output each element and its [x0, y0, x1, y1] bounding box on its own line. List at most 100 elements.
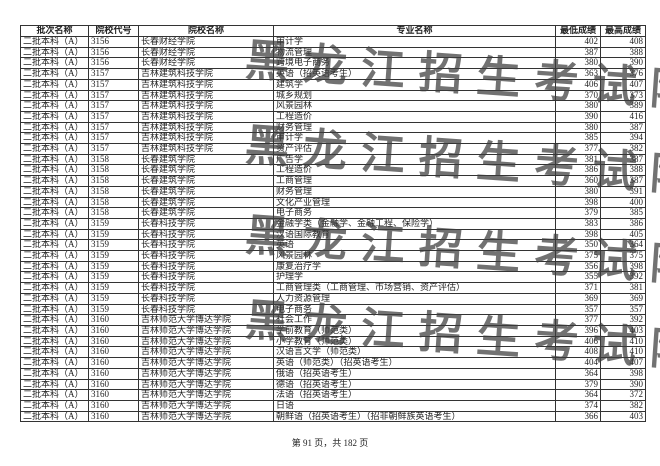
- batch-cell: 二批本科（A）: [20, 196, 89, 209]
- school-name-cell: 长春科技学院: [138, 271, 274, 284]
- table-row: 二批本科（A） 3159 长春科技学院 汉语国际教育 398 405: [20, 228, 646, 241]
- table-row: 二批本科（A） 3157 吉林建筑科技学院 财务管理 380 387: [20, 121, 646, 134]
- batch-cell: 二批本科（A）: [20, 271, 89, 284]
- min-score-cell: 380: [555, 185, 601, 198]
- major-cell: 工商管理类（工商管理、市场营销、资产评估）: [273, 282, 556, 294]
- table-row: 二批本科（A） 3159 长春科技学院 英语 350 364: [20, 239, 646, 252]
- school-code-cell: 3157: [88, 110, 139, 123]
- major-cell: 工程造价: [273, 164, 556, 177]
- min-score-cell: 398: [555, 196, 601, 209]
- min-score-cell: 357: [555, 303, 601, 316]
- school-code-cell: 3160: [88, 335, 139, 348]
- min-score-cell: 370: [555, 89, 601, 102]
- major-cell: 英语（招英语考生）: [273, 68, 556, 80]
- table-row: 二批本科（A） 3160 吉林师范大学博达学院 英语（师范类）（招英语考生） 404 40…: [20, 357, 646, 369]
- school-name-cell: 吉林师范大学博达学院: [138, 389, 274, 401]
- max-score-cell: 387: [600, 175, 646, 187]
- table-header-row: 批次名称 院校代号 院校名称 专业名称 最低成绩 最高成绩: [20, 25, 646, 37]
- table-row: 二批本科（A） 3160 吉林师范大学博达学院 社会工作 377 392: [20, 314, 646, 326]
- min-score-cell: 379: [555, 378, 601, 391]
- min-score-cell: 377: [555, 143, 601, 155]
- table-row: 二批本科（A） 3157 吉林建筑科技学院 工程造价 390 416: [20, 110, 646, 123]
- min-score-cell: 402: [555, 36, 601, 48]
- max-score-cell: 400: [600, 196, 646, 209]
- min-score-cell: 406: [555, 335, 601, 348]
- table-row: 二批本科（A） 3159 长春科技学院 电子商务 357 357: [20, 303, 646, 316]
- school-code-cell: 3156: [88, 46, 139, 59]
- batch-cell: 二批本科（A）: [20, 110, 89, 123]
- max-score-cell: 373: [600, 89, 646, 102]
- major-cell: 工商管理: [273, 175, 556, 187]
- max-score-cell: 410: [600, 335, 646, 348]
- major-cell: 电子商务: [273, 303, 556, 316]
- table-row: 二批本科（A） 3156 长春财经学院 审计学 402 408: [20, 36, 646, 48]
- max-score-cell: 386: [600, 217, 646, 230]
- min-score-cell: 380: [555, 121, 601, 134]
- school-code-cell: 3159: [88, 217, 139, 230]
- batch-cell: 二批本科（A）: [20, 36, 89, 48]
- batch-cell: 二批本科（A）: [20, 143, 89, 155]
- max-score-cell: 403: [600, 324, 646, 337]
- major-cell: 建筑学: [273, 78, 556, 91]
- min-score-cell: 360: [555, 175, 601, 187]
- school-name-cell: 吉林师范大学博达学院: [138, 378, 274, 391]
- school-code-cell: 3158: [88, 207, 139, 219]
- table-row: 二批本科（A） 3158 长春建筑学院 工程造价 386 388: [20, 164, 646, 177]
- table-row: 二批本科（A） 3158 长春建筑学院 财务管理 380 391: [20, 185, 646, 198]
- batch-cell: 二批本科（A）: [20, 410, 89, 423]
- major-cell: 物流管理: [273, 46, 556, 59]
- batch-cell: 二批本科（A）: [20, 68, 89, 80]
- max-score-cell: 391: [600, 185, 646, 198]
- min-score-cell: 350: [555, 239, 601, 252]
- school-code-cell: 3157: [88, 89, 139, 102]
- batch-cell: 二批本科（A）: [20, 207, 89, 219]
- table-row: 二批本科（A） 3160 吉林师范大学博达学院 汉语言文学（师范类） 408 410: [20, 346, 646, 359]
- school-name-cell: 长春科技学院: [138, 228, 274, 241]
- min-score-cell: 396: [555, 324, 601, 337]
- page-number: 第 91 页，共 182 页: [291, 438, 369, 448]
- school-name-cell: 长春建筑学院: [138, 164, 274, 177]
- school-name-cell: 长春财经学院: [138, 57, 274, 70]
- table-row: 二批本科（A） 3160 吉林师范大学博达学院 德语（招英语考生） 379 390: [20, 378, 646, 391]
- school-name-cell: 长春建筑学院: [138, 185, 274, 198]
- min-score-cell: 377: [555, 314, 601, 326]
- min-score-cell: 390: [555, 110, 601, 123]
- school-code-cell: 3160: [88, 324, 139, 337]
- major-cell: 英语（师范类）（招英语考生）: [273, 357, 556, 369]
- max-score-cell: 381: [600, 282, 646, 294]
- min-score-cell: 408: [555, 346, 601, 359]
- major-cell: 护理学: [273, 271, 556, 284]
- table-row: 二批本科（A） 3160 吉林师范大学博达学院 朝鲜语（招英语考生）（招非朝鲜族英语考…: [20, 410, 646, 423]
- max-score-cell: 416: [600, 110, 646, 123]
- batch-cell: 二批本科（A）: [20, 367, 89, 380]
- school-name-cell: 吉林师范大学博达学院: [138, 346, 274, 359]
- table-row: 二批本科（A） 3156 长春财经学院 物流管理 387 388: [20, 46, 646, 59]
- school-name-cell: 吉林师范大学博达学院: [138, 410, 274, 423]
- major-cell: 俄语（招英语考生）: [273, 367, 556, 380]
- table-row: 二批本科（A） 3158 长春建筑学院 广告学 381 387: [20, 153, 646, 166]
- batch-cell: 二批本科（A）: [20, 282, 89, 294]
- major-cell: 社会工作: [273, 314, 556, 326]
- school-code-cell: 3160: [88, 378, 139, 391]
- major-cell: 德语（招英语考生）: [273, 378, 556, 391]
- max-score-cell: 382: [600, 143, 646, 155]
- table-row: 二批本科（A） 3157 吉林建筑科技学院 资产评估 377 382: [20, 143, 646, 155]
- school-code-cell: 3159: [88, 228, 139, 241]
- school-code-cell: 3160: [88, 389, 139, 401]
- school-name-cell: 吉林师范大学博达学院: [138, 314, 274, 326]
- max-score-cell: 357: [600, 303, 646, 316]
- school-code-cell: 3156: [88, 36, 139, 48]
- school-name-cell: 长春建筑学院: [138, 207, 274, 219]
- table-row: 二批本科（A） 3158 长春建筑学院 电子商务 379 385: [20, 207, 646, 219]
- max-score-cell: 372: [600, 389, 646, 401]
- max-score-cell: 392: [600, 271, 646, 284]
- school-code-cell: 3159: [88, 303, 139, 316]
- batch-cell: 二批本科（A）: [20, 389, 89, 401]
- major-cell: 审计学: [273, 36, 556, 48]
- major-cell: 金融学类（金融学、金融工程、保险学）: [273, 217, 556, 230]
- school-name-cell: 长春科技学院: [138, 260, 274, 273]
- school-code-cell: 3160: [88, 410, 139, 423]
- school-name-cell: 吉林建筑科技学院: [138, 121, 274, 134]
- table-row: 二批本科（A） 3157 吉林建筑科技学院 英语（招英语考生） 363 376: [20, 68, 646, 80]
- batch-cell: 二批本科（A）: [20, 164, 89, 177]
